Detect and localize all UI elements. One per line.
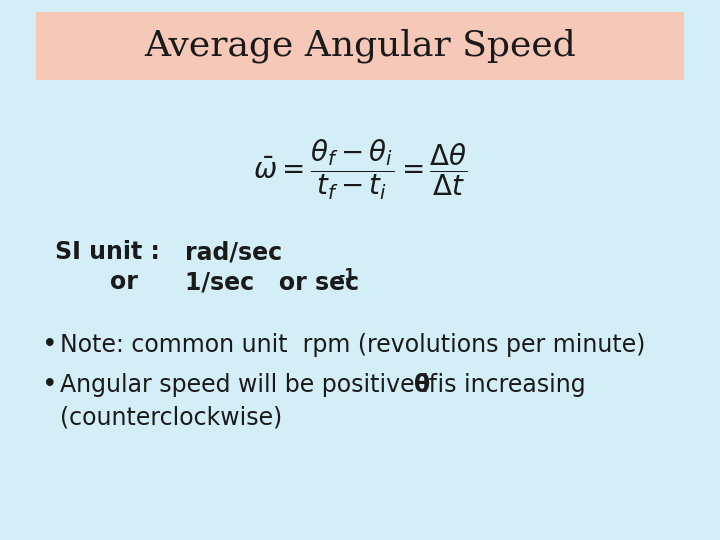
Text: is increasing: is increasing: [430, 373, 585, 397]
Text: Average Angular Speed: Average Angular Speed: [144, 29, 576, 63]
Text: -1: -1: [338, 267, 355, 282]
Text: Angular speed will be positive if: Angular speed will be positive if: [60, 373, 445, 397]
Text: •: •: [42, 332, 58, 358]
FancyBboxPatch shape: [36, 12, 684, 80]
Text: Note: common unit  rpm (revolutions per minute): Note: common unit rpm (revolutions per m…: [60, 333, 645, 357]
Text: or: or: [110, 270, 138, 294]
Text: •: •: [42, 372, 58, 398]
Text: θ: θ: [414, 373, 430, 397]
Text: SI unit :: SI unit :: [55, 240, 160, 264]
Text: $\bar{\omega} = \dfrac{\theta_f - \theta_i}{t_f - t_i} = \dfrac{\Delta\theta}{\D: $\bar{\omega} = \dfrac{\theta_f - \theta…: [253, 138, 467, 202]
Text: rad/sec: rad/sec: [185, 240, 282, 264]
Text: (counterclockwise): (counterclockwise): [60, 406, 282, 430]
Text: 1/sec   or sec: 1/sec or sec: [185, 270, 359, 294]
